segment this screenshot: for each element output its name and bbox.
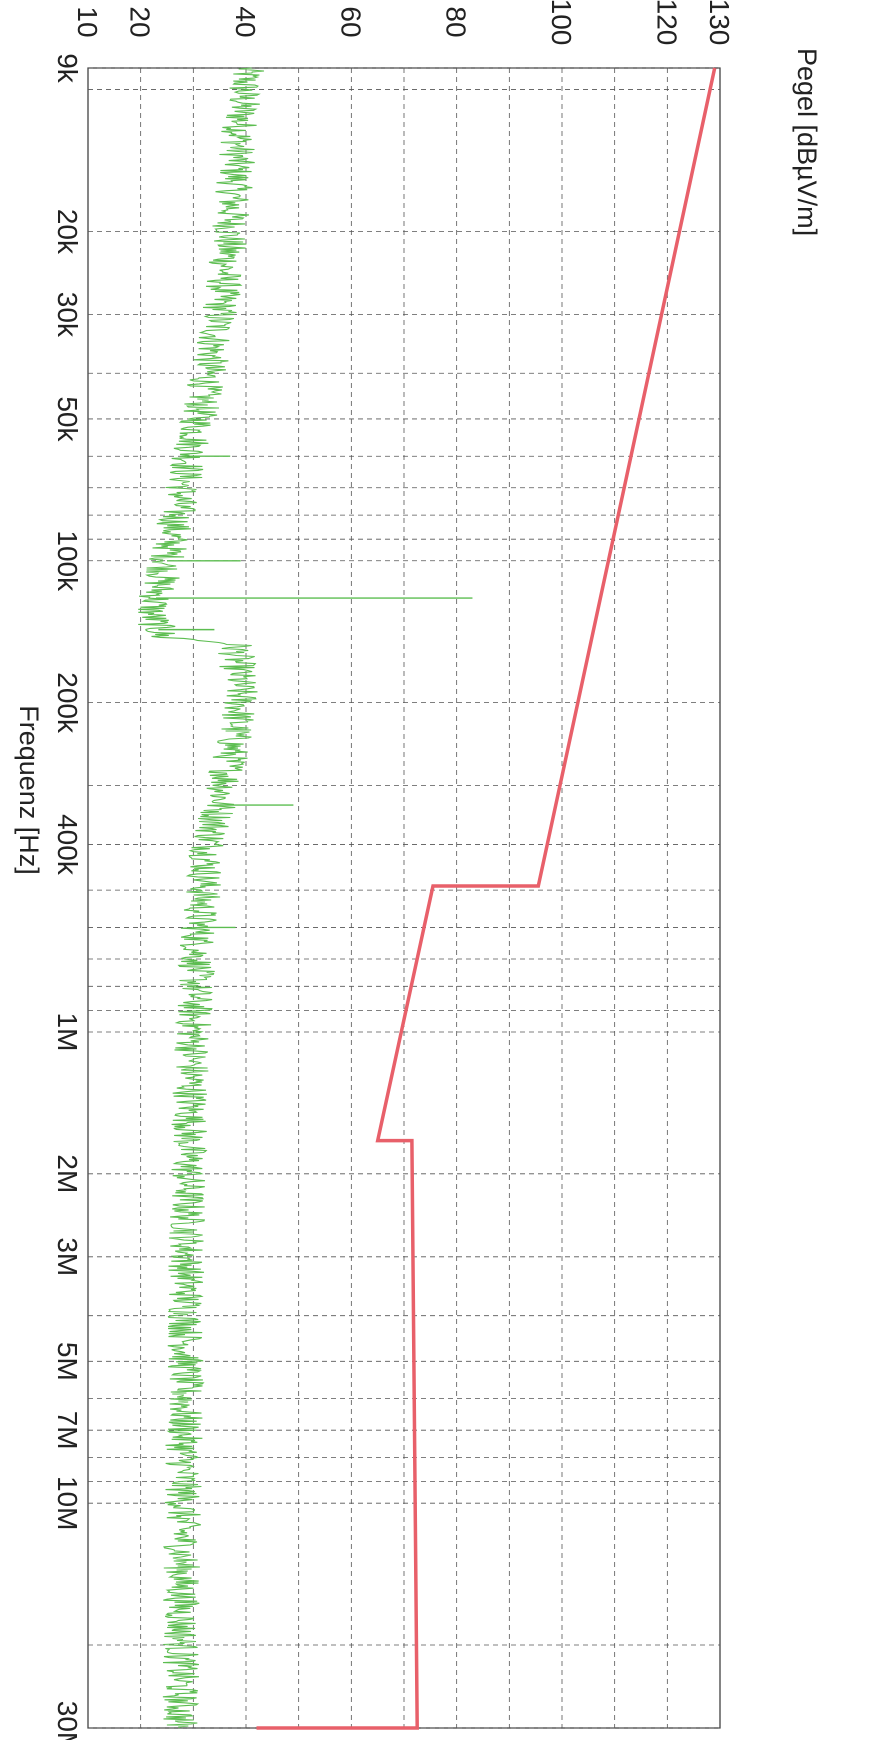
- y-tick-label: 40: [230, 6, 261, 37]
- x-tick-label: 5M: [52, 1342, 83, 1381]
- x-tick-label: 200k: [52, 672, 83, 734]
- series-layer: [138, 67, 717, 1730]
- x-tick-label: 1M: [52, 1013, 83, 1052]
- y-tick-label: 120: [651, 0, 682, 45]
- limit-line: [256, 67, 717, 1730]
- x-tick-label: 400k: [52, 814, 83, 876]
- x-tick-label: 10M: [52, 1476, 83, 1530]
- y-tick-label: 10: [72, 6, 103, 37]
- y-axis-title: Pegel [dBµV/m]: [792, 48, 822, 236]
- x-tick-label: 30k: [52, 292, 83, 338]
- y-tick-label: 130: [704, 0, 735, 45]
- measurement-line: [138, 67, 265, 1729]
- x-axis-title: Frequenz [Hz]: [14, 705, 44, 875]
- y-tick-label: 100: [546, 0, 577, 45]
- x-tick-label: 30M: [52, 1701, 83, 1740]
- x-tick-label: 20k: [52, 209, 83, 255]
- tick-labels: 9k 20k 30k 50k 100k 200k 400k 1M 2M 3M 5M 7M 10M 30M 1…: [52, 0, 735, 1740]
- x-tick-label: 3M: [52, 1237, 83, 1276]
- x-tick-label: 50k: [52, 396, 83, 442]
- y-tick-label: 60: [335, 6, 366, 37]
- x-tick-label: 100k: [52, 530, 83, 592]
- y-tick-label: 80: [441, 6, 472, 37]
- x-tick-label: 2M: [52, 1154, 83, 1193]
- x-tick-label: 7M: [52, 1411, 83, 1450]
- x-tick-label: 9k: [52, 53, 83, 84]
- grid: [87, 67, 721, 1729]
- y-tick-label: 20: [125, 6, 156, 37]
